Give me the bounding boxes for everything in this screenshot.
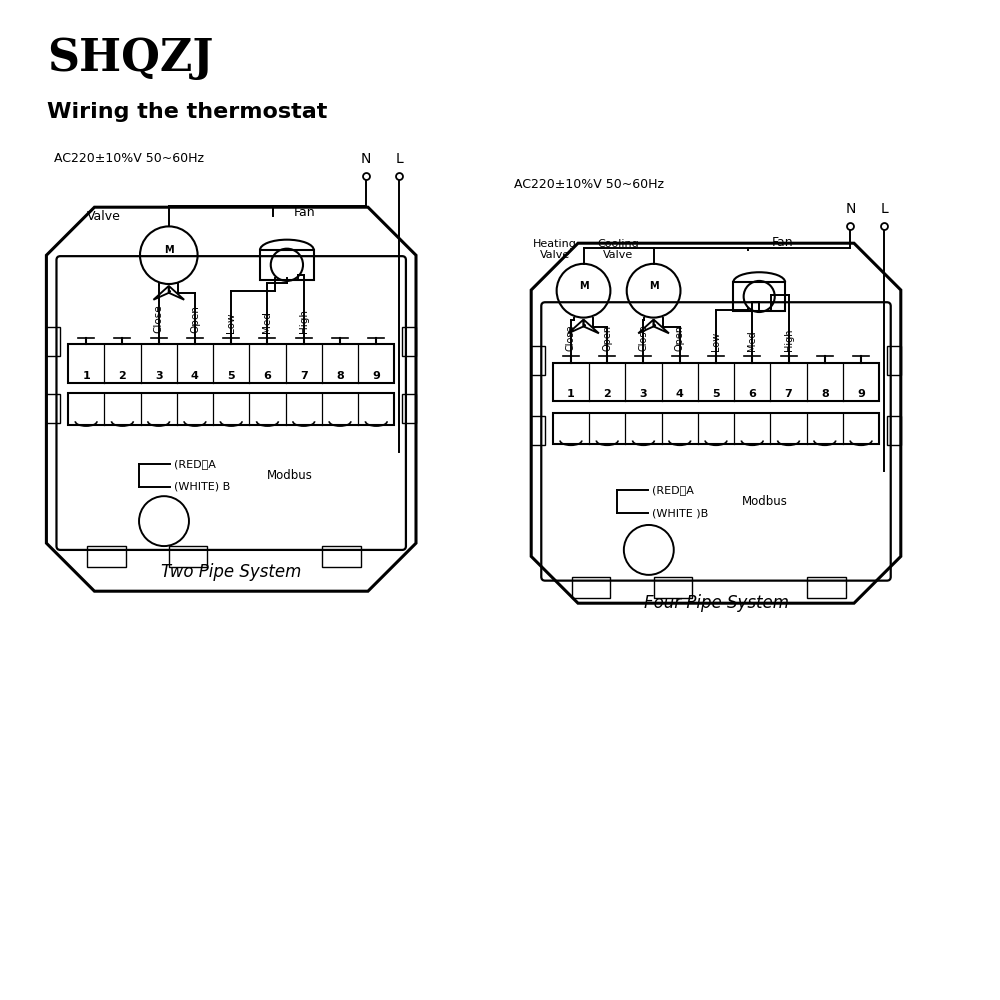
Bar xyxy=(402,327,416,356)
Text: Open: Open xyxy=(675,325,685,351)
Text: Med: Med xyxy=(262,311,272,333)
Text: 2: 2 xyxy=(119,371,126,381)
Text: Valve: Valve xyxy=(87,210,121,223)
Text: 3: 3 xyxy=(155,371,162,381)
Text: Fan: Fan xyxy=(294,206,315,219)
Text: Four Pipe System: Four Pipe System xyxy=(644,594,788,612)
Bar xyxy=(531,416,545,445)
Text: 9: 9 xyxy=(857,389,865,399)
Text: Two Pipe System: Two Pipe System xyxy=(161,563,301,581)
Text: L: L xyxy=(395,152,403,166)
Text: 7: 7 xyxy=(785,389,792,399)
Text: Heating
Valve: Heating Valve xyxy=(533,239,577,260)
Text: 4: 4 xyxy=(676,389,684,399)
Text: Cooling
Valve: Cooling Valve xyxy=(597,239,639,260)
Bar xyxy=(553,363,879,401)
Bar xyxy=(87,546,126,567)
Text: Close: Close xyxy=(566,325,576,351)
Text: L: L xyxy=(880,202,888,216)
Text: N: N xyxy=(360,152,371,166)
Bar xyxy=(46,394,60,423)
Text: Open: Open xyxy=(190,305,200,333)
Bar xyxy=(68,344,394,383)
Text: 8: 8 xyxy=(336,371,344,381)
Text: AC220±10%V 50~60Hz: AC220±10%V 50~60Hz xyxy=(54,152,204,165)
Text: 8: 8 xyxy=(821,389,829,399)
Text: 6: 6 xyxy=(748,389,756,399)
Bar xyxy=(46,327,60,356)
Text: Open: Open xyxy=(602,325,612,351)
Text: (RED）A: (RED）A xyxy=(174,459,215,469)
Text: High: High xyxy=(784,329,794,351)
Text: 1: 1 xyxy=(567,389,575,399)
Text: (WHITE) B: (WHITE) B xyxy=(174,482,230,492)
Text: N: N xyxy=(845,202,856,216)
Text: 5: 5 xyxy=(227,371,235,381)
Text: (RED）A: (RED）A xyxy=(652,485,694,495)
Text: M: M xyxy=(649,281,658,291)
Text: 3: 3 xyxy=(640,389,647,399)
Bar xyxy=(887,416,901,445)
Text: High: High xyxy=(299,309,309,333)
Text: Low: Low xyxy=(711,332,721,351)
Text: Modbus: Modbus xyxy=(742,495,788,508)
Bar xyxy=(572,577,610,598)
Text: M: M xyxy=(164,245,174,255)
Text: 2: 2 xyxy=(603,389,611,399)
Bar xyxy=(402,394,416,423)
Text: Modbus: Modbus xyxy=(267,469,313,482)
Bar xyxy=(553,413,879,444)
Text: 7: 7 xyxy=(300,371,308,381)
Bar xyxy=(169,546,207,567)
Text: (WHITE )B: (WHITE )B xyxy=(652,508,708,518)
Text: Med: Med xyxy=(747,331,757,351)
Text: Close: Close xyxy=(638,325,648,351)
Text: Wiring the thermostat: Wiring the thermostat xyxy=(47,102,327,122)
Text: Low: Low xyxy=(226,312,236,333)
Text: 5: 5 xyxy=(712,389,720,399)
Bar xyxy=(887,346,901,375)
Bar xyxy=(68,393,394,425)
Text: 6: 6 xyxy=(264,371,271,381)
Bar xyxy=(531,346,545,375)
Text: 4: 4 xyxy=(191,371,199,381)
Bar xyxy=(807,577,846,598)
Text: Fan: Fan xyxy=(772,236,793,249)
Text: AC220±10%V 50~60Hz: AC220±10%V 50~60Hz xyxy=(514,178,664,191)
Text: SHQZJ: SHQZJ xyxy=(47,37,213,80)
Text: 9: 9 xyxy=(372,371,380,381)
Text: M: M xyxy=(579,281,588,291)
Bar xyxy=(322,546,361,567)
Bar xyxy=(260,250,314,280)
Text: Close: Close xyxy=(154,304,164,333)
Bar xyxy=(654,577,692,598)
Text: 1: 1 xyxy=(82,371,90,381)
Bar xyxy=(733,282,785,311)
